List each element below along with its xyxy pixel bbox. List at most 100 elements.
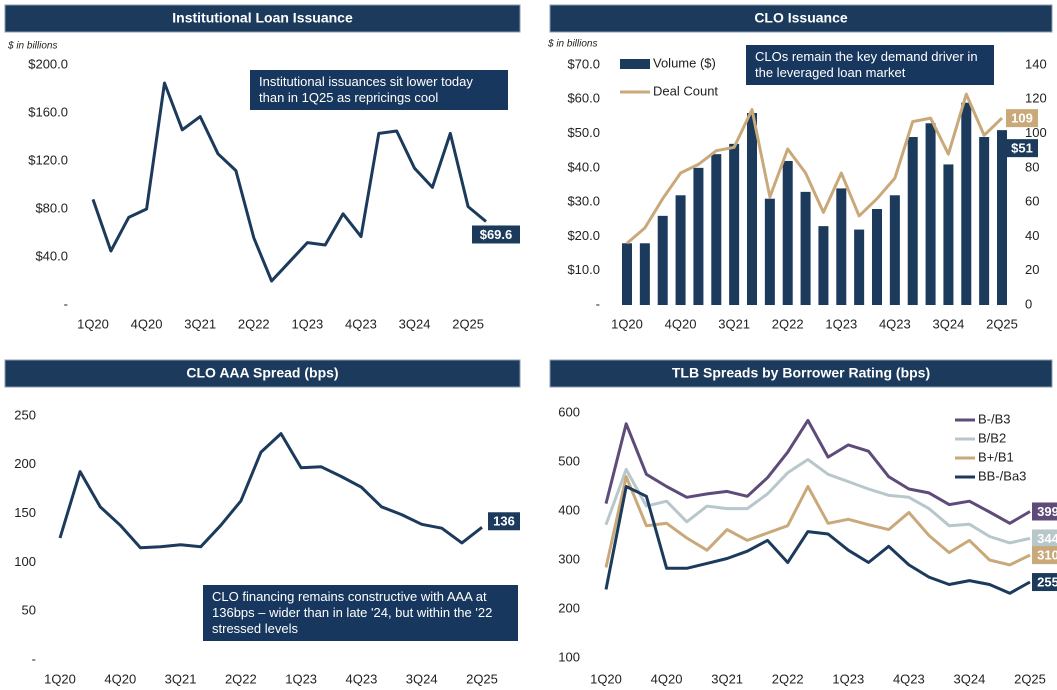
- end-label-box: [488, 512, 520, 531]
- panel-title: CLO Issuance: [754, 10, 848, 26]
- subtitle: $ in billions: [547, 39, 597, 50]
- y-tick-label: $160.0: [28, 104, 68, 119]
- bar: [925, 123, 936, 306]
- y-tick-label: 200: [558, 600, 580, 615]
- bar: [979, 137, 990, 305]
- y-tick-label: 100: [14, 554, 36, 569]
- x-tick-label: 2Q22: [225, 671, 257, 686]
- x-tick-label: 3Q21: [184, 316, 216, 331]
- y-tick-label: $40.0: [35, 248, 68, 263]
- x-tick-label: 4Q23: [346, 671, 378, 686]
- bar: [889, 195, 900, 305]
- panel-header: [4, 359, 521, 388]
- panel-header: [549, 4, 1053, 33]
- y2-tick-label: 20: [1025, 262, 1039, 277]
- end-label: 344: [1037, 531, 1057, 546]
- legend-label: B+/B1: [978, 449, 1014, 464]
- y-tick-label: -: [64, 296, 68, 311]
- panel-title: TLB Spreads by Borrower Rating (bps): [672, 365, 930, 381]
- bar: [639, 243, 650, 305]
- bar: [907, 137, 918, 305]
- x-tick-label: 4Q23: [345, 316, 377, 331]
- end-label-box: [1032, 529, 1057, 548]
- legend-label: BB-/Ba3: [978, 468, 1026, 483]
- series-line: [58, 432, 483, 550]
- x-tick-label: 1Q23: [291, 316, 323, 331]
- end-label: $51: [1011, 141, 1033, 156]
- annotation: CLO financing remains constructive with …: [203, 585, 518, 641]
- y-tick-label: 500: [558, 453, 580, 468]
- end-label: 136: [493, 514, 515, 529]
- x-tick-label: 1Q20: [611, 316, 643, 331]
- y-tick-label: -: [596, 296, 600, 311]
- bar: [622, 243, 632, 305]
- bar: [729, 143, 740, 305]
- series-line: [604, 475, 1031, 568]
- bar: [800, 191, 811, 305]
- y-tick-label: $30.0: [567, 194, 600, 209]
- end-label-box: [1032, 546, 1057, 565]
- y-tick-label: 250: [14, 407, 36, 422]
- x-tick-label: 3Q24: [954, 671, 986, 686]
- end-label-box: [1032, 573, 1057, 592]
- bar: [693, 167, 704, 305]
- y-tick-label: $200.0: [28, 56, 68, 71]
- y-tick-label: 200: [14, 456, 36, 471]
- panel-header: [4, 4, 521, 33]
- y-tick-label: 600: [558, 404, 580, 419]
- x-tick-label: 1Q23: [825, 316, 857, 331]
- x-tick-label: 2Q22: [772, 316, 804, 331]
- x-tick-label: 3Q21: [711, 671, 743, 686]
- y2-tick-label: 60: [1025, 194, 1039, 209]
- y-tick-label: $80.0: [35, 200, 68, 215]
- y-tick-label: $10.0: [567, 262, 600, 277]
- subtitle: $ in billions: [7, 41, 57, 52]
- x-tick-label: 2Q22: [772, 671, 804, 686]
- legend-label: Volume ($): [653, 55, 716, 70]
- bar: [961, 102, 972, 305]
- x-tick-label: 4Q23: [893, 671, 925, 686]
- end-label: 109: [1011, 111, 1033, 126]
- x-tick-label: 2Q25: [466, 671, 498, 686]
- annotation: Institutional issuances sit lower today …: [250, 70, 508, 110]
- y-tick-label: -: [32, 651, 36, 666]
- bar: [711, 154, 722, 305]
- bar: [675, 195, 686, 305]
- bar: [782, 161, 793, 305]
- x-tick-label: 1Q23: [285, 671, 317, 686]
- panel-title: CLO AAA Spread (bps): [186, 365, 338, 381]
- end-label: $69.6: [480, 227, 513, 242]
- legend-label: B/B2: [978, 430, 1006, 445]
- panel-title: Institutional Loan Issuance: [172, 10, 353, 26]
- end-label-box: [1006, 139, 1038, 158]
- x-tick-label: 3Q21: [718, 316, 750, 331]
- y-tick-label: 300: [558, 551, 580, 566]
- y-tick-label: 50: [22, 603, 36, 618]
- bar: [747, 113, 757, 305]
- x-tick-label: 4Q20: [665, 316, 697, 331]
- bar: [943, 164, 954, 305]
- y-tick-label: $70.0: [567, 56, 600, 71]
- bar: [997, 130, 1007, 305]
- bar: [854, 229, 865, 305]
- y-tick-label: 100: [558, 649, 580, 664]
- end-label-box: [1032, 502, 1057, 521]
- x-tick-label: 4Q20: [131, 316, 163, 331]
- series-line: [626, 92, 1004, 245]
- panel-header: [549, 359, 1053, 388]
- bar: [764, 198, 775, 305]
- bar: [818, 226, 829, 305]
- bar: [836, 188, 847, 305]
- legend-label: B-/B3: [978, 411, 1011, 426]
- end-label-box: [1006, 109, 1038, 128]
- legend-label: Deal Count: [653, 83, 718, 98]
- y2-tick-label: 40: [1025, 228, 1039, 243]
- series-line: [91, 81, 487, 283]
- x-tick-label: 4Q20: [104, 671, 136, 686]
- y-tick-label: $20.0: [567, 228, 600, 243]
- bar: [872, 209, 882, 305]
- y2-tick-label: 120: [1025, 91, 1047, 106]
- x-tick-label: 3Q24: [399, 316, 431, 331]
- x-tick-label: 3Q21: [165, 671, 197, 686]
- end-label: 310: [1037, 548, 1057, 563]
